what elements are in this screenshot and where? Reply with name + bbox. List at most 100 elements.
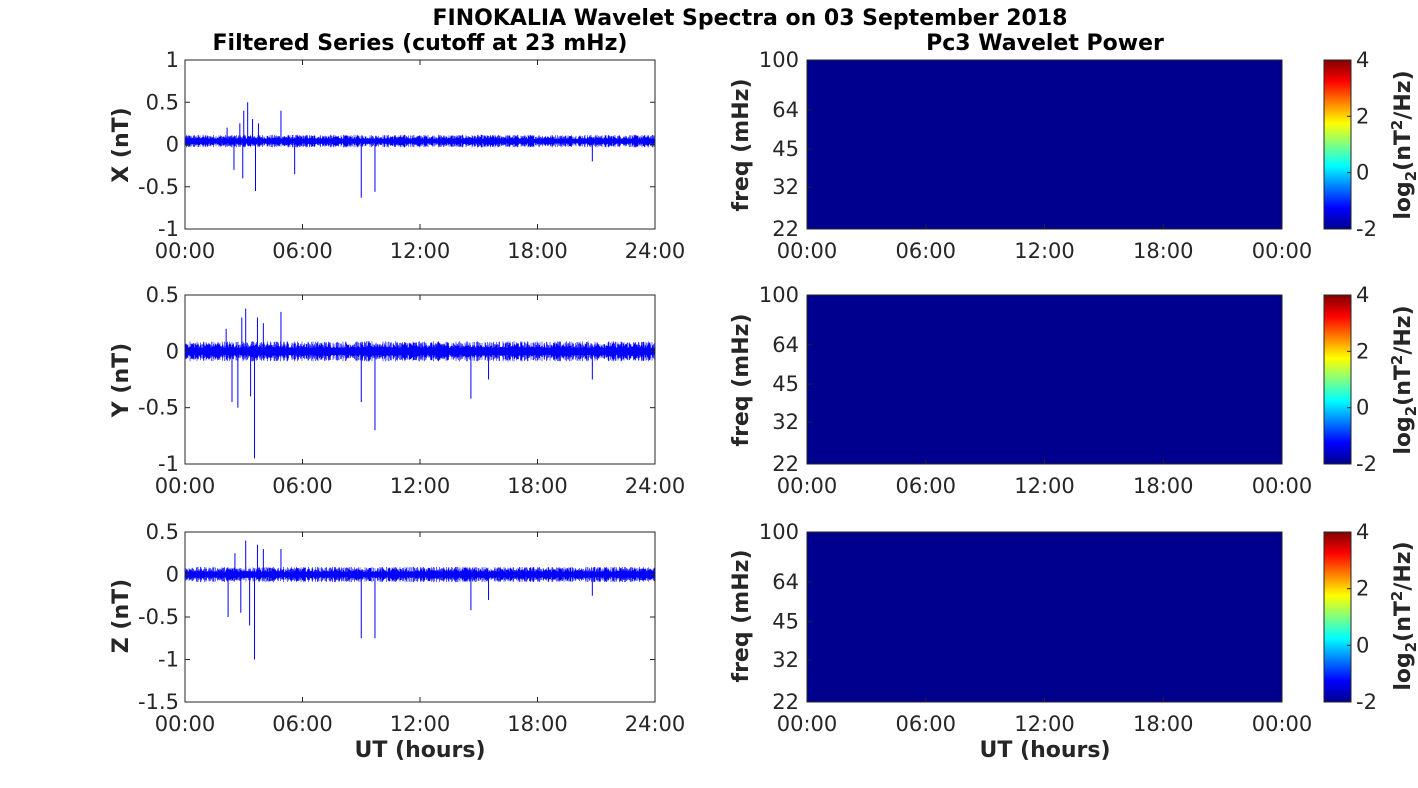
series-panel-y: Y (nT) 0.5 0 -0.5 -100:00 06:00 12:00 18:00 24:… xyxy=(109,283,685,498)
wavelet-xtick-label: 00:00 xyxy=(777,712,838,736)
wavelet-xtick-label: 06:00 xyxy=(895,239,956,263)
series-xtick-label: 18:00 xyxy=(507,474,568,498)
cb-label-sup: 2 xyxy=(1388,591,1406,601)
wavelet-ytick-label: 64 xyxy=(772,98,799,122)
left-xlabel: UT (hours) xyxy=(354,738,485,763)
series-ytick-label: -1 xyxy=(158,648,179,672)
wavelet-xtick-label: 12:00 xyxy=(1014,474,1075,498)
series-ytick-label: 0.5 xyxy=(146,520,179,544)
wavelet-heatmap xyxy=(807,532,1282,702)
cb-label-prefix: log xyxy=(1391,652,1416,690)
series-x-ylabel: X (nT) xyxy=(109,107,134,182)
cb-label-sup: 2 xyxy=(1388,355,1406,365)
series-ytick-label: 0 xyxy=(166,339,179,363)
series-ytick-label: -1.5 xyxy=(138,690,179,714)
cb-label-mid: (nT xyxy=(1391,130,1416,171)
series-axes-box xyxy=(184,531,656,703)
wavelet-xtick-label: 18:00 xyxy=(1133,474,1194,498)
colorbar-tick-label: -2 xyxy=(1356,452,1377,476)
series-ytick-label: -0.5 xyxy=(138,605,179,629)
colorbar-tick-label: 4 xyxy=(1356,283,1369,307)
figure-title: FINOKALIA Wavelet Spectra on 03 Septembe… xyxy=(433,6,1068,31)
series-ytick-label: 0 xyxy=(166,563,179,587)
wavelet-xtick-label: 00:00 xyxy=(777,474,838,498)
series-xtick-label: 06:00 xyxy=(272,474,333,498)
colorbar-tick-label: 0 xyxy=(1356,396,1369,420)
colorbar-z-label: log2(nT2/Hz) xyxy=(1388,541,1418,690)
series-xtick-label: 24:00 xyxy=(625,474,686,498)
wavelet-xtick-label: 12:00 xyxy=(1014,239,1075,263)
wavelet-ytick-label: 100 xyxy=(759,283,799,307)
colorbar-x-label: log2(nT2/Hz) xyxy=(1388,70,1418,219)
cb-label-mid: (nT xyxy=(1391,601,1416,642)
cb-label-mid: (nT xyxy=(1391,365,1416,406)
series-ytick-label: 0.5 xyxy=(146,90,179,114)
wavelet-xtick-label: 00:00 xyxy=(1252,474,1313,498)
wavelet-panel-x: freq (mHz) log2(nT2/Hz) 1006445322200:00… xyxy=(729,48,1418,263)
wavelet-xtick-label: 00:00 xyxy=(1252,712,1313,736)
wavelet-ytick-label: 32 xyxy=(772,410,799,434)
colorbar-tick-label: 4 xyxy=(1356,48,1369,72)
series-xtick-label: 24:00 xyxy=(625,239,686,263)
wavelet-ytick-label: 22 xyxy=(772,217,799,241)
cb-label-sub: 2 xyxy=(1402,406,1418,416)
wavelet-xtick-label: 12:00 xyxy=(1014,712,1075,736)
right-column-title: Pc3 Wavelet Power xyxy=(926,31,1164,56)
wavelet-ytick-label: 64 xyxy=(772,570,799,594)
wavelet-ytick-label: 32 xyxy=(772,648,799,672)
colorbar-tick-label: -2 xyxy=(1356,690,1377,714)
series-xtick-label: 12:00 xyxy=(390,474,451,498)
series-xtick-label: 00:00 xyxy=(155,712,216,736)
colorbar-tick-label: 4 xyxy=(1356,520,1369,544)
colorbar xyxy=(1323,294,1352,465)
wavelet-z-freq-label: freq (mHz) xyxy=(729,550,754,683)
series-axes-box xyxy=(184,294,656,465)
wavelet-heatmap xyxy=(807,295,1282,464)
wavelet-xtick-label: 06:00 xyxy=(895,474,956,498)
series-panel-z: Z (nT) 0.5 0 -0.5 -1 -1.500:00 06:00 12:00 18:0… xyxy=(109,520,685,736)
series-ytick-label: -1 xyxy=(158,452,179,476)
wavelet-y-freq-label: freq (mHz) xyxy=(729,314,754,447)
series-xtick-label: 18:00 xyxy=(507,712,568,736)
colorbar-tick-label: 2 xyxy=(1356,339,1369,363)
series-noise-line xyxy=(184,341,656,362)
series-ytick-label: -1 xyxy=(158,217,179,241)
series-xtick-label: 12:00 xyxy=(390,239,451,263)
series-z-ylabel: Z (nT) xyxy=(109,579,134,653)
wavelet-ytick-label: 32 xyxy=(772,175,799,199)
colorbar-tick-label: -2 xyxy=(1356,217,1377,241)
series-panel-x: X (nT) 1 0.5 0 -0.5 -100:00 06:00 12:00 18:00 24… xyxy=(109,48,685,263)
colorbar-tick-label: 0 xyxy=(1356,633,1369,657)
colorbar-tick-label: 2 xyxy=(1356,577,1369,601)
wavelet-ytick-label: 45 xyxy=(772,137,799,161)
cb-label-suffix: /Hz) xyxy=(1391,70,1416,119)
cb-label-suffix: /Hz) xyxy=(1391,305,1416,354)
series-xtick-label: 06:00 xyxy=(272,712,333,736)
wavelet-ytick-label: 45 xyxy=(772,610,799,634)
series-ytick-label: -0.5 xyxy=(138,175,179,199)
wavelet-ytick-label: 100 xyxy=(759,48,799,72)
colorbar-tick-label: 0 xyxy=(1356,161,1369,185)
wavelet-ytick-label: 100 xyxy=(759,520,799,544)
series-y-ylabel: Y (nT) xyxy=(109,343,134,418)
series-xtick-label: 24:00 xyxy=(625,712,686,736)
colorbar-y-label: log2(nT2/Hz) xyxy=(1388,305,1418,454)
right-xlabel: UT (hours) xyxy=(979,738,1110,763)
wavelet-xtick-label: 18:00 xyxy=(1133,239,1194,263)
wavelet-ytick-label: 22 xyxy=(772,690,799,714)
left-column-title: Filtered Series (cutoff at 23 mHz) xyxy=(213,31,628,56)
series-ytick-label: 1 xyxy=(166,48,179,72)
wavelet-xtick-label: 00:00 xyxy=(777,239,838,263)
wavelet-panel-y: freq (mHz) log2(nT2/Hz) 1006445322200:00… xyxy=(729,283,1418,498)
colorbar-tick-label: 2 xyxy=(1356,104,1369,128)
series-xtick-label: 00:00 xyxy=(155,474,216,498)
cb-label-sup: 2 xyxy=(1388,120,1406,130)
series-xtick-label: 18:00 xyxy=(507,239,568,263)
cb-label-prefix: log xyxy=(1391,181,1416,219)
colorbar xyxy=(1323,59,1352,230)
cb-label-suffix: /Hz) xyxy=(1391,541,1416,590)
wavelet-xtick-label: 18:00 xyxy=(1133,712,1194,736)
wavelet-ytick-label: 45 xyxy=(772,372,799,396)
series-xtick-label: 06:00 xyxy=(272,239,333,263)
series-xtick-label: 12:00 xyxy=(390,712,451,736)
